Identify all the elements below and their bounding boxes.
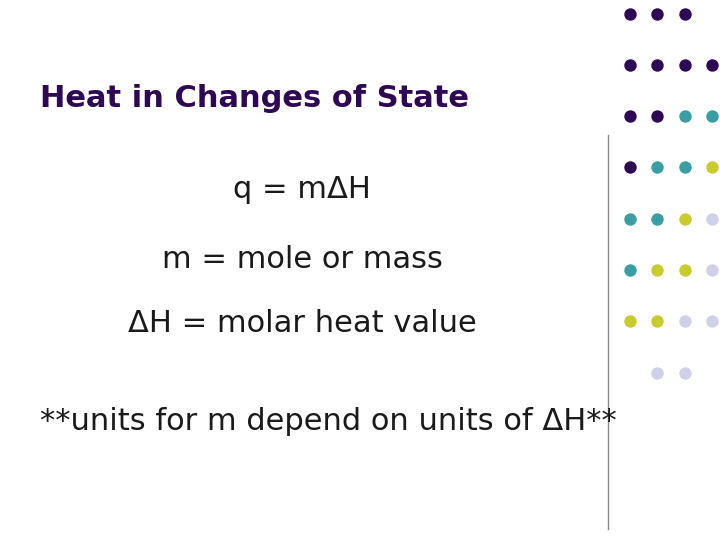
Point <box>679 214 690 223</box>
Text: **units for m depend on units of ΔH**: **units for m depend on units of ΔH** <box>40 407 616 436</box>
Point <box>679 163 690 172</box>
Point <box>679 60 690 69</box>
Text: ΔH = molar heat value: ΔH = molar heat value <box>128 309 477 339</box>
Point <box>624 112 636 120</box>
Point <box>706 266 718 274</box>
Text: Heat in Changes of State: Heat in Changes of State <box>40 84 469 113</box>
Point <box>624 163 636 172</box>
Point <box>624 9 636 18</box>
Point <box>624 214 636 223</box>
Point <box>652 112 663 120</box>
Point <box>706 60 718 69</box>
Point <box>652 163 663 172</box>
Point <box>652 60 663 69</box>
Point <box>706 317 718 326</box>
Point <box>652 368 663 377</box>
Text: q = mΔH: q = mΔH <box>233 174 372 204</box>
Point <box>679 9 690 18</box>
Point <box>679 368 690 377</box>
Point <box>652 9 663 18</box>
Point <box>652 266 663 274</box>
Point <box>706 214 718 223</box>
Point <box>652 214 663 223</box>
Point <box>679 112 690 120</box>
Point <box>624 60 636 69</box>
Point <box>706 163 718 172</box>
Point <box>624 266 636 274</box>
Point <box>679 317 690 326</box>
Text: m = mole or mass: m = mole or mass <box>162 245 443 274</box>
Point <box>679 266 690 274</box>
Point <box>652 317 663 326</box>
Point <box>624 317 636 326</box>
Point <box>706 112 718 120</box>
